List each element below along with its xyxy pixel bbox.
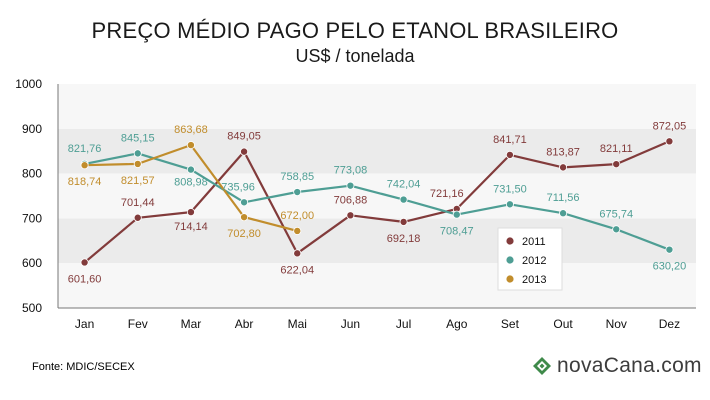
data-label-2012: 742,04 [387, 179, 421, 191]
data-point-2012 [240, 198, 249, 207]
y-tick-label: 1000 [15, 77, 42, 91]
data-label-2012: 821,76 [68, 143, 102, 155]
x-tick-label: Mar [181, 317, 202, 331]
data-point-2012 [346, 181, 355, 190]
data-point-2011 [612, 160, 621, 169]
data-label-2011: 701,44 [121, 197, 155, 209]
data-label-2012: 735,96 [221, 181, 255, 193]
data-label-2013: 818,74 [68, 176, 102, 188]
data-point-2012 [399, 195, 408, 204]
data-label-2011: 706,88 [334, 194, 368, 206]
data-label-2011: 692,18 [387, 233, 421, 245]
legend-label-2013: 2013 [522, 274, 546, 286]
data-point-2011 [240, 147, 249, 156]
data-label-2012: 808,98 [174, 177, 208, 189]
data-label-2013: 672,00 [280, 210, 314, 222]
data-label-2012: 708,47 [440, 226, 474, 238]
source-note: Fonte: MDIC/SECEX [32, 361, 135, 373]
data-label-2011: 714,14 [174, 221, 208, 233]
data-point-2013 [186, 141, 195, 150]
grid-band [58, 84, 696, 129]
data-point-2012 [665, 245, 674, 254]
brand-name: novaCana.com [557, 354, 702, 377]
data-label-2011: 601,60 [68, 273, 102, 285]
legend-label-2011: 2011 [522, 236, 546, 248]
data-label-2012: 711,56 [547, 192, 580, 204]
data-label-2013: 821,57 [121, 175, 155, 187]
x-tick-label: Jul [396, 317, 411, 331]
data-point-2011 [399, 217, 408, 226]
x-tick-label: Set [501, 317, 520, 331]
x-tick-label: Dez [659, 317, 680, 331]
data-point-2013 [240, 213, 249, 222]
data-label-2013: 863,68 [174, 124, 208, 136]
y-tick-label: 700 [22, 211, 42, 225]
diamond-logo-icon [533, 357, 551, 375]
legend-marker-2013 [506, 275, 514, 283]
data-point-2012 [293, 188, 302, 197]
grid-band [58, 218, 696, 264]
y-tick-label: 900 [22, 122, 42, 136]
y-tick-label: 800 [22, 167, 42, 181]
data-label-2013: 702,80 [227, 228, 261, 240]
data-label-2011: 872,05 [653, 120, 687, 132]
data-point-2013 [80, 161, 89, 170]
data-point-2011 [133, 213, 142, 222]
data-point-2011 [346, 211, 355, 220]
data-point-2011 [665, 137, 674, 146]
data-point-2013 [293, 226, 302, 235]
legend-marker-2012 [506, 256, 514, 264]
chart-subtitle: US$ / tonelada [295, 46, 415, 66]
x-tick-label: Jan [75, 317, 94, 331]
chart-title: PREÇO MÉDIO PAGO PELO ETANOL BRASILEIRO [91, 18, 619, 43]
data-label-2012: 731,50 [493, 183, 527, 195]
data-point-2011 [293, 249, 302, 258]
y-tick-label: 500 [22, 301, 42, 315]
data-point-2011 [559, 163, 568, 172]
series-line-2012 [84, 152, 670, 251]
data-label-2011: 821,11 [600, 143, 633, 155]
series-line-2011 [83, 140, 670, 264]
data-point-2013 [133, 159, 142, 168]
data-point-2011 [505, 150, 514, 159]
data-label-2012: 845,15 [121, 132, 155, 144]
data-label-2012: 675,74 [599, 208, 633, 220]
y-tick-label: 600 [22, 256, 42, 270]
data-label-2011: 813,87 [546, 146, 580, 158]
data-label-2011: 841,71 [493, 134, 527, 146]
data-point-2011 [186, 208, 195, 217]
data-point-2012 [452, 210, 461, 219]
data-label-2012: 630,20 [653, 261, 687, 273]
legend-label-2012: 2012 [522, 255, 546, 267]
data-point-2012 [559, 209, 568, 218]
x-tick-label: Ago [446, 317, 468, 331]
data-point-2012 [505, 200, 514, 209]
grid-band [58, 263, 696, 308]
data-label-2012: 758,85 [280, 171, 314, 183]
data-label-2012: 773,08 [334, 165, 368, 177]
data-label-2011: 622,04 [280, 264, 314, 276]
x-tick-label: Jun [341, 317, 360, 331]
x-tick-label: Mai [288, 317, 307, 331]
data-point-2011 [80, 258, 89, 267]
x-tick-label: Fev [128, 317, 148, 331]
grid-band [58, 173, 696, 219]
x-tick-label: Nov [606, 317, 627, 331]
brand-logo[interactable]: novaCana.com [532, 354, 702, 378]
data-point-2012 [186, 165, 195, 174]
legend-marker-2011 [506, 237, 514, 245]
x-tick-label: Abr [235, 317, 254, 331]
data-point-2012 [133, 149, 142, 158]
x-tick-label: Out [553, 317, 573, 331]
data-point-2012 [612, 225, 621, 234]
data-label-2011: 721,16 [430, 188, 464, 200]
data-label-2011: 849,05 [227, 131, 261, 143]
